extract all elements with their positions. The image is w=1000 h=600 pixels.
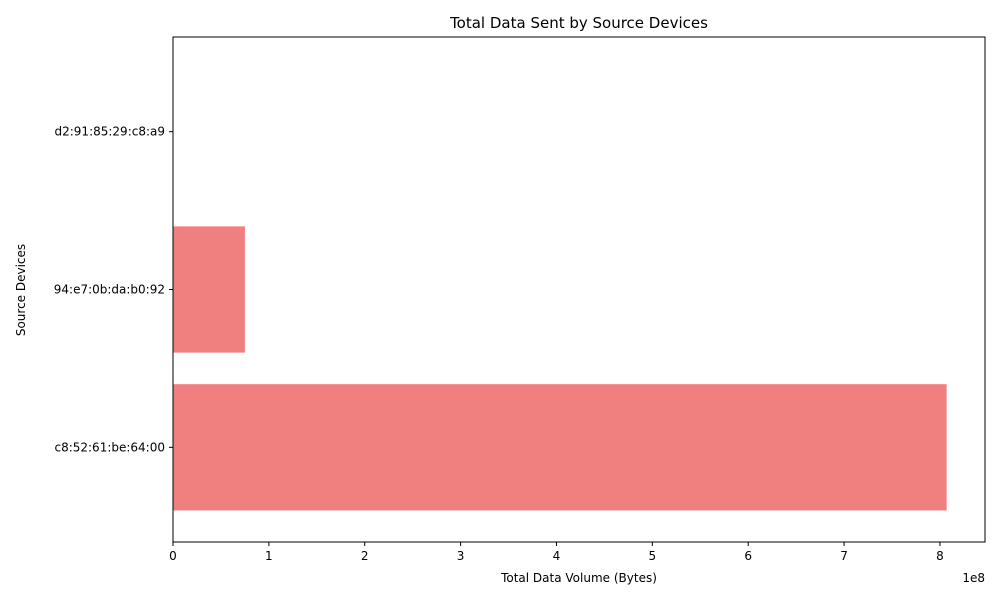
x-tick-label: 1	[265, 549, 273, 563]
x-tick-label: 2	[361, 549, 369, 563]
bar-0	[173, 384, 947, 511]
x-axis-label: Total Data Volume (Bytes)	[500, 571, 657, 585]
x-tick-label: 3	[457, 549, 465, 563]
y-tick-label: c8:52:61:be:64:00	[54, 440, 165, 454]
x-tick-label: 4	[553, 549, 561, 563]
y-tick-label: d2:91:85:29:c8:a9	[55, 125, 166, 139]
bar-1	[173, 226, 245, 353]
x-axis-offset-label: 1e8	[962, 571, 985, 585]
x-tick-label: 8	[936, 549, 944, 563]
bars-group	[173, 226, 947, 511]
x-tick-label: 5	[649, 549, 657, 563]
y-axis-label: Source Devices	[14, 244, 28, 336]
x-tick-label: 0	[169, 549, 177, 563]
y-tick-label: 94:e7:0b:da:b0:92	[54, 283, 165, 297]
y-ticks-group: c8:52:61:be:64:00 94:e7:0b:da:b0:92 d2:91:…	[54, 125, 173, 454]
x-tick-label: 6	[744, 549, 752, 563]
plot-frame	[172, 36, 986, 543]
chart-title: Total Data Sent by Source Devices	[449, 14, 708, 32]
x-ticks-group: 0 1 2 3 4 5 6 7 8	[169, 542, 944, 563]
x-tick-label: 7	[840, 549, 848, 563]
